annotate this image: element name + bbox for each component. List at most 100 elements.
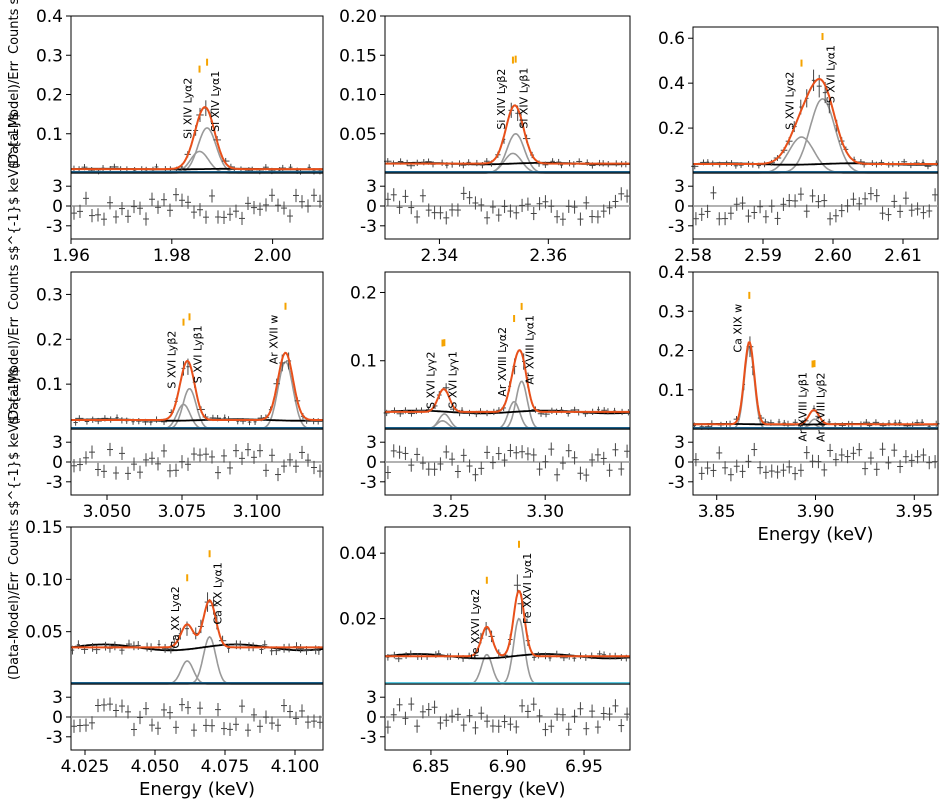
x-tick-label: 2.59 — [744, 246, 782, 266]
x-tick-label: 3.30 — [526, 502, 564, 522]
y-tick-label: 0.05 — [25, 623, 63, 643]
residual-y-tick-label: 0 — [366, 197, 377, 217]
y-tick-label: 0.3 — [36, 46, 63, 66]
y-tick-label: 0.2 — [36, 330, 63, 350]
top-axes-frame — [70, 526, 324, 685]
y-tick-label: 0.05 — [339, 125, 377, 145]
top-axes-frame — [384, 526, 631, 685]
residual-y-tick-label: 0 — [52, 197, 63, 217]
residual-y-tick-label: 3 — [52, 688, 63, 708]
y-axis-label-top: Counts s$^{-1}$ keV$^{-1}$ — [7, 367, 22, 565]
x-axis-label: Energy (keV) — [139, 779, 255, 800]
line-label: Ar XVII w — [268, 315, 281, 365]
component-line-1 — [71, 127, 323, 174]
line-label: Si XIV Lyβ1 — [518, 68, 531, 129]
residual-y-tick-label: -3 — [46, 217, 63, 237]
x-tick-label: 2.34 — [421, 246, 459, 266]
panel-p6: Ca XIX w Ar XVIII Lyβ2 Ar XVIII Lyβ1 0.1 0.2… — [658, 263, 940, 545]
x-tick-label: 2.36 — [529, 246, 567, 266]
x-tick-label: 3.25 — [432, 502, 470, 522]
residual-y-tick-label: 3 — [674, 433, 685, 453]
x-tick-label: 4.025 — [61, 757, 110, 777]
x-tick-label: 1.96 — [52, 246, 90, 266]
total-model-line — [71, 351, 323, 421]
total-model-line — [71, 598, 323, 649]
top-axes-frame — [692, 26, 939, 174]
line-label: Si XIV Lyα1 — [209, 71, 222, 132]
total-model-line — [385, 349, 630, 413]
residual-y-tick-label: -3 — [46, 728, 63, 748]
line-label: Ca XX Lyα2 — [169, 586, 182, 648]
y-axis-label: (Data-Model)/Err — [7, 60, 22, 169]
y-tick-label: 0.2 — [36, 86, 63, 106]
continuum-line — [70, 643, 324, 652]
residual-y-tick-label: 0 — [674, 197, 685, 217]
total-model-line — [385, 589, 630, 658]
y-tick-label: 0.1 — [36, 375, 63, 395]
x-tick-label: 4.075 — [201, 757, 250, 777]
residual-y-tick-label: 0 — [52, 708, 63, 728]
line-label: S XVI Lyα1 — [825, 45, 838, 103]
residual-y-tick-label: 3 — [52, 177, 63, 197]
x-tick-label: 2.58 — [674, 246, 712, 266]
total-model-line — [693, 77, 938, 165]
residual-y-tick-label: 3 — [366, 433, 377, 453]
line-label: Ca XIX w — [731, 304, 744, 353]
x-tick-label: 3.95 — [895, 502, 933, 522]
x-axis-label: Energy (keV) — [450, 779, 566, 800]
residual-y-tick-label: -3 — [668, 217, 685, 237]
residual-y-tick-label: 0 — [366, 708, 377, 728]
line-label: Ca XX Lyα1 — [212, 562, 225, 624]
y-tick-label: 0.3 — [658, 302, 685, 322]
y-axis-label: (Data-Model)/Err — [7, 571, 22, 680]
line-label: Fe XXVI Lyα1 — [521, 553, 534, 624]
residual-y-tick-label: 3 — [52, 433, 63, 453]
panel-p3: S XVI Lyα2 S XVI Lyα1 0.2 0.4 0.6 30-3 2.58 2.5… — [658, 26, 939, 266]
residual-y-tick-label: 0 — [366, 453, 377, 473]
total-model-line — [71, 106, 323, 171]
panel-p8: Fe XXVI Lyα2 Fe XXVI Lyα1 0.02 0.04 30-3 6.85… — [339, 526, 631, 800]
x-tick-label: 2.61 — [884, 246, 922, 266]
x-tick-label: 1.98 — [153, 246, 191, 266]
y-tick-label: 0.1 — [36, 125, 63, 145]
x-tick-label: 4.050 — [131, 757, 180, 777]
line-label: S XVI Lyβ2 — [166, 331, 179, 389]
panel-p5: S XVI Lyγ2 S XVI Lyγ1 Ar XVIII Lyα2 Ar XVII… — [350, 271, 631, 522]
panel-p1: Si XIV Lyα2 Si XIV Lyα1 0.1 0.2 0.3 0.4 30-3 1.… — [7, 0, 324, 266]
y-tick-label: 0.3 — [36, 285, 63, 305]
total-model-line — [693, 341, 938, 426]
line-label: Si XIV Lyβ2 — [495, 69, 508, 130]
residual-y-tick-label: 0 — [674, 453, 685, 473]
component-line-2 — [385, 400, 630, 430]
y-tick-label: 0.1 — [350, 352, 377, 372]
y-tick-label: 0.6 — [658, 29, 685, 49]
line-label: S XVI Lyγ2 — [424, 352, 437, 409]
x-tick-label: 3.90 — [797, 502, 835, 522]
line-label: Si XIV Lyα2 — [182, 78, 195, 139]
y-tick-label: 0.1 — [658, 381, 685, 401]
y-axis-label-top: Counts s$^{-1}$ keV$^{-1}$ — [7, 112, 22, 310]
residual-y-tick-label: 3 — [366, 177, 377, 197]
line-label: Ar XVIII Lyβ2 — [815, 373, 828, 442]
residual-y-tick-label: -3 — [360, 217, 377, 237]
y-tick-label: 0.15 — [339, 46, 377, 66]
component-line-0 — [71, 660, 323, 685]
y-tick-label: 0.04 — [339, 544, 377, 564]
x-tick-label: 2.60 — [814, 246, 852, 266]
residual-y-tick-label: -3 — [46, 473, 63, 493]
line-label: S XVI Lyγ1 — [446, 351, 459, 408]
residual-y-tick-label: -3 — [360, 473, 377, 493]
residual-y-tick-label: -3 — [668, 473, 685, 493]
component-line-1 — [385, 132, 630, 174]
x-tick-label: 2.00 — [254, 246, 292, 266]
line-label: S XVI Lyα2 — [784, 72, 797, 130]
x-tick-label: 3.050 — [83, 502, 132, 522]
y-tick-label: 0.2 — [350, 283, 377, 303]
residual-y-tick-label: 0 — [52, 453, 63, 473]
x-axis-label: Energy (keV) — [758, 524, 874, 545]
x-tick-label: 6.85 — [412, 757, 450, 777]
y-tick-label: 0.10 — [339, 86, 377, 106]
y-tick-label: 0.15 — [25, 518, 63, 538]
panel-p7: Ca XX Lyα2 Ca XX Lyα10.050.100.1530-34.02… — [7, 367, 324, 800]
